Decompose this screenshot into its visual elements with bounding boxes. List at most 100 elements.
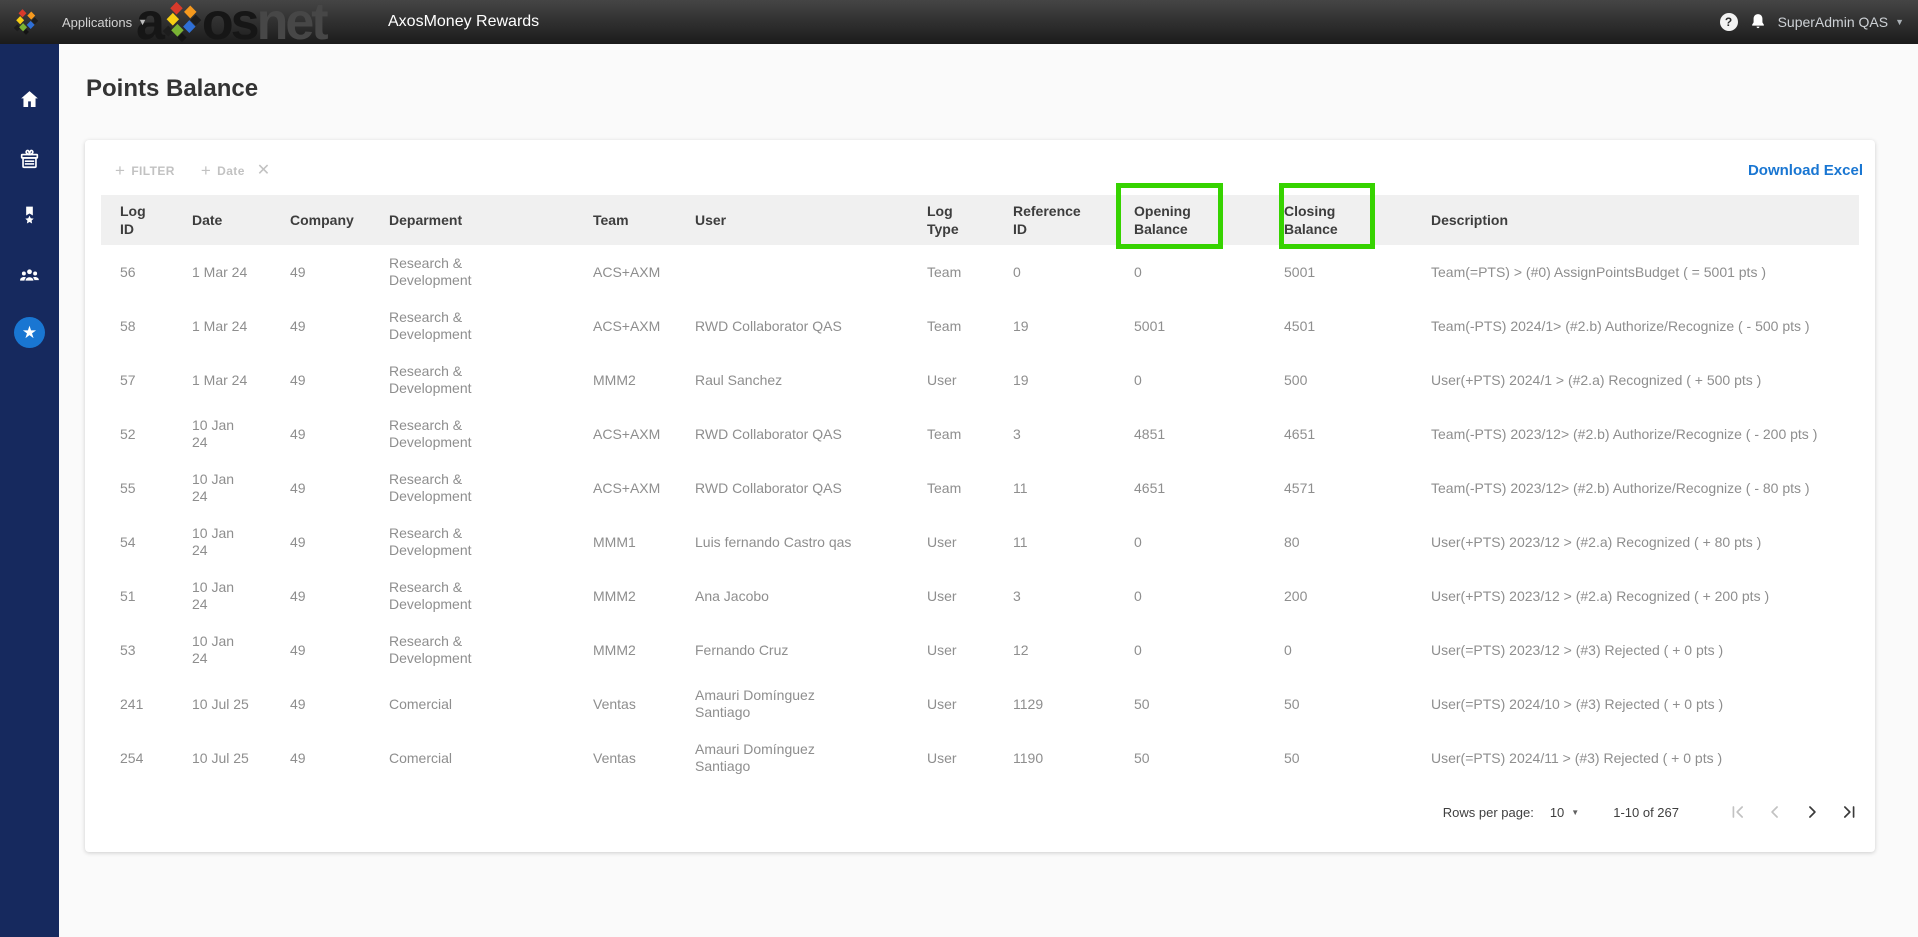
cell-team: ACS+AXM <box>593 317 661 334</box>
cell-opening-balance: 0 <box>1134 371 1142 388</box>
table-row[interactable]: 254 10 Jul 25 49 Comercial Ventas Amauri… <box>101 731 1859 785</box>
table-row[interactable]: 241 10 Jul 25 49 Comercial Ventas Amauri… <box>101 677 1859 731</box>
user-account-menu[interactable]: SuperAdmin QAS ▼ <box>1778 14 1904 30</box>
caret-down-icon: ▼ <box>138 17 148 27</box>
table-body: 56 1 Mar 24 49 Research & Development AC… <box>101 245 1859 785</box>
points-balance-table: Log ID Date Company Deparment Team User … <box>101 183 1859 785</box>
cell-team: Ventas <box>593 749 636 766</box>
sidebar-item-teams[interactable] <box>14 258 46 290</box>
table-pagination: Rows per page: 10 ▼ 1-10 of 267 <box>85 789 1875 835</box>
cell-reference-id: 19 <box>1013 317 1029 334</box>
cell-team: MMM1 <box>593 533 636 550</box>
cell-user: Fernando Cruz <box>695 641 789 658</box>
cell-company: 49 <box>290 641 306 658</box>
next-page-button[interactable] <box>1800 800 1824 824</box>
table-row[interactable]: 53 10 Jan 24 49 Research & Development M… <box>101 623 1859 677</box>
first-page-icon <box>1732 806 1743 818</box>
cell-team: ACS+AXM <box>593 263 661 280</box>
column-header-reference-id: Reference ID <box>1013 203 1081 237</box>
cell-reference-id: 3 <box>1013 425 1021 442</box>
cell-user <box>695 245 927 299</box>
table-row[interactable]: 55 10 Jan 24 49 Research & Development A… <box>101 461 1859 515</box>
cell-company: 49 <box>290 425 306 442</box>
axosnet-logo-icon[interactable] <box>12 8 40 36</box>
watermark-text-os: os <box>201 0 260 44</box>
cell-opening-balance: 50 <box>1134 749 1150 766</box>
help-icon[interactable]: ? <box>1719 13 1738 31</box>
cell-company: 49 <box>290 371 306 388</box>
cell-description: User(=PTS) 2023/12 > (#3) Rejected ( + 0… <box>1431 641 1724 658</box>
cell-closing-balance: 50 <box>1284 695 1300 712</box>
table-header-row: Log ID Date Company Deparment Team User … <box>101 183 1859 249</box>
applications-label: Applications <box>62 14 133 30</box>
add-filter-button[interactable]: + FILTER <box>115 162 175 179</box>
last-page-icon <box>1844 806 1855 818</box>
medal-icon <box>25 206 34 223</box>
cell-user: RWD Collaborator QAS <box>695 425 842 442</box>
cell-user: RWD Collaborator QAS <box>695 317 842 334</box>
column-header-log-id: Log ID <box>120 203 146 237</box>
cell-team: ACS+AXM <box>593 479 661 496</box>
cell-closing-balance: 80 <box>1284 533 1300 550</box>
date-filter-label: Date <box>217 163 245 178</box>
cell-closing-balance: 500 <box>1284 371 1308 388</box>
cell-log-id: 56 <box>120 263 136 280</box>
table-row[interactable]: 52 10 Jan 24 49 Research & Development A… <box>101 407 1859 461</box>
date-filter-button[interactable]: + Date <box>201 162 245 179</box>
page-title: Points Balance <box>86 75 259 102</box>
cell-department: Research & Development <box>389 579 472 612</box>
cell-department: Comercial <box>389 749 453 766</box>
table-row[interactable]: 56 1 Mar 24 49 Research & Development AC… <box>101 245 1859 299</box>
cell-closing-balance: 50 <box>1284 749 1300 766</box>
cell-reference-id: 11 <box>1013 479 1028 496</box>
clear-filter-icon[interactable]: ✕ <box>256 161 271 179</box>
cell-log-type: User <box>927 749 957 766</box>
previous-page-button[interactable] <box>1763 800 1787 824</box>
cell-log-type: Team <box>927 317 962 334</box>
axosnet-watermark-logo: a os net <box>136 0 329 44</box>
home-icon <box>21 90 38 107</box>
column-header-company: Company <box>290 212 354 228</box>
cell-reference-id: 12 <box>1013 641 1029 658</box>
sidebar-item-rewards[interactable] <box>14 142 46 174</box>
table-row[interactable]: 54 10 Jan 24 49 Research & Development M… <box>101 515 1859 569</box>
cell-log-id: 57 <box>120 371 136 388</box>
cell-company: 49 <box>290 587 306 604</box>
cell-department: Research & Development <box>389 525 472 558</box>
cell-company: 49 <box>290 263 306 280</box>
sidebar-item-points-balance[interactable]: ★ <box>14 316 46 348</box>
cell-team: MMM2 <box>593 371 636 388</box>
applications-menu[interactable]: Applications ▼ <box>62 15 147 30</box>
download-excel-link[interactable]: Download Excel <box>1747 162 1863 179</box>
sidebar-item-home[interactable] <box>14 84 46 116</box>
cell-company: 49 <box>290 533 306 550</box>
watermark-text-net: net <box>256 0 329 44</box>
cell-log-type: User <box>927 533 957 550</box>
rows-per-page-label: Rows per page: <box>1442 804 1534 820</box>
caret-down-icon: ▼ <box>1895 17 1904 27</box>
app-title: AxosMoney Rewards <box>388 13 540 30</box>
first-page-button[interactable] <box>1726 800 1750 824</box>
table-row[interactable]: 57 1 Mar 24 49 Research & Development MM… <box>101 353 1859 407</box>
cell-opening-balance: 5001 <box>1134 317 1166 334</box>
notifications-bell-icon[interactable] <box>1748 12 1768 32</box>
cell-opening-balance: 0 <box>1134 587 1142 604</box>
cell-date: 1 Mar 24 <box>192 371 248 388</box>
cell-log-type: User <box>927 371 957 388</box>
column-header-opening-balance: Opening Balance <box>1116 183 1284 249</box>
cell-description: User(=PTS) 2024/11 > (#3) Rejected ( + 0… <box>1431 749 1723 766</box>
cell-department: Research & Development <box>389 633 472 666</box>
column-header-team: Team <box>593 212 629 228</box>
cell-log-type: Team <box>927 479 962 496</box>
last-page-button[interactable] <box>1837 800 1861 824</box>
user-label: SuperAdmin QAS <box>1777 14 1889 30</box>
rows-per-page-select[interactable]: 10 ▼ <box>1550 805 1579 820</box>
cell-opening-balance: 0 <box>1134 263 1142 280</box>
table-row[interactable]: 58 1 Mar 24 49 Research & Development AC… <box>101 299 1859 353</box>
sidebar-item-recognitions[interactable] <box>14 200 46 232</box>
cell-log-type: User <box>927 587 957 604</box>
cell-department: Research & Development <box>389 255 472 288</box>
filter-label: FILTER <box>131 163 175 178</box>
cell-description: Team(-PTS) 2024/1> (#2.b) Authorize/Reco… <box>1431 317 1810 334</box>
table-row[interactable]: 51 10 Jan 24 49 Research & Development M… <box>101 569 1859 623</box>
